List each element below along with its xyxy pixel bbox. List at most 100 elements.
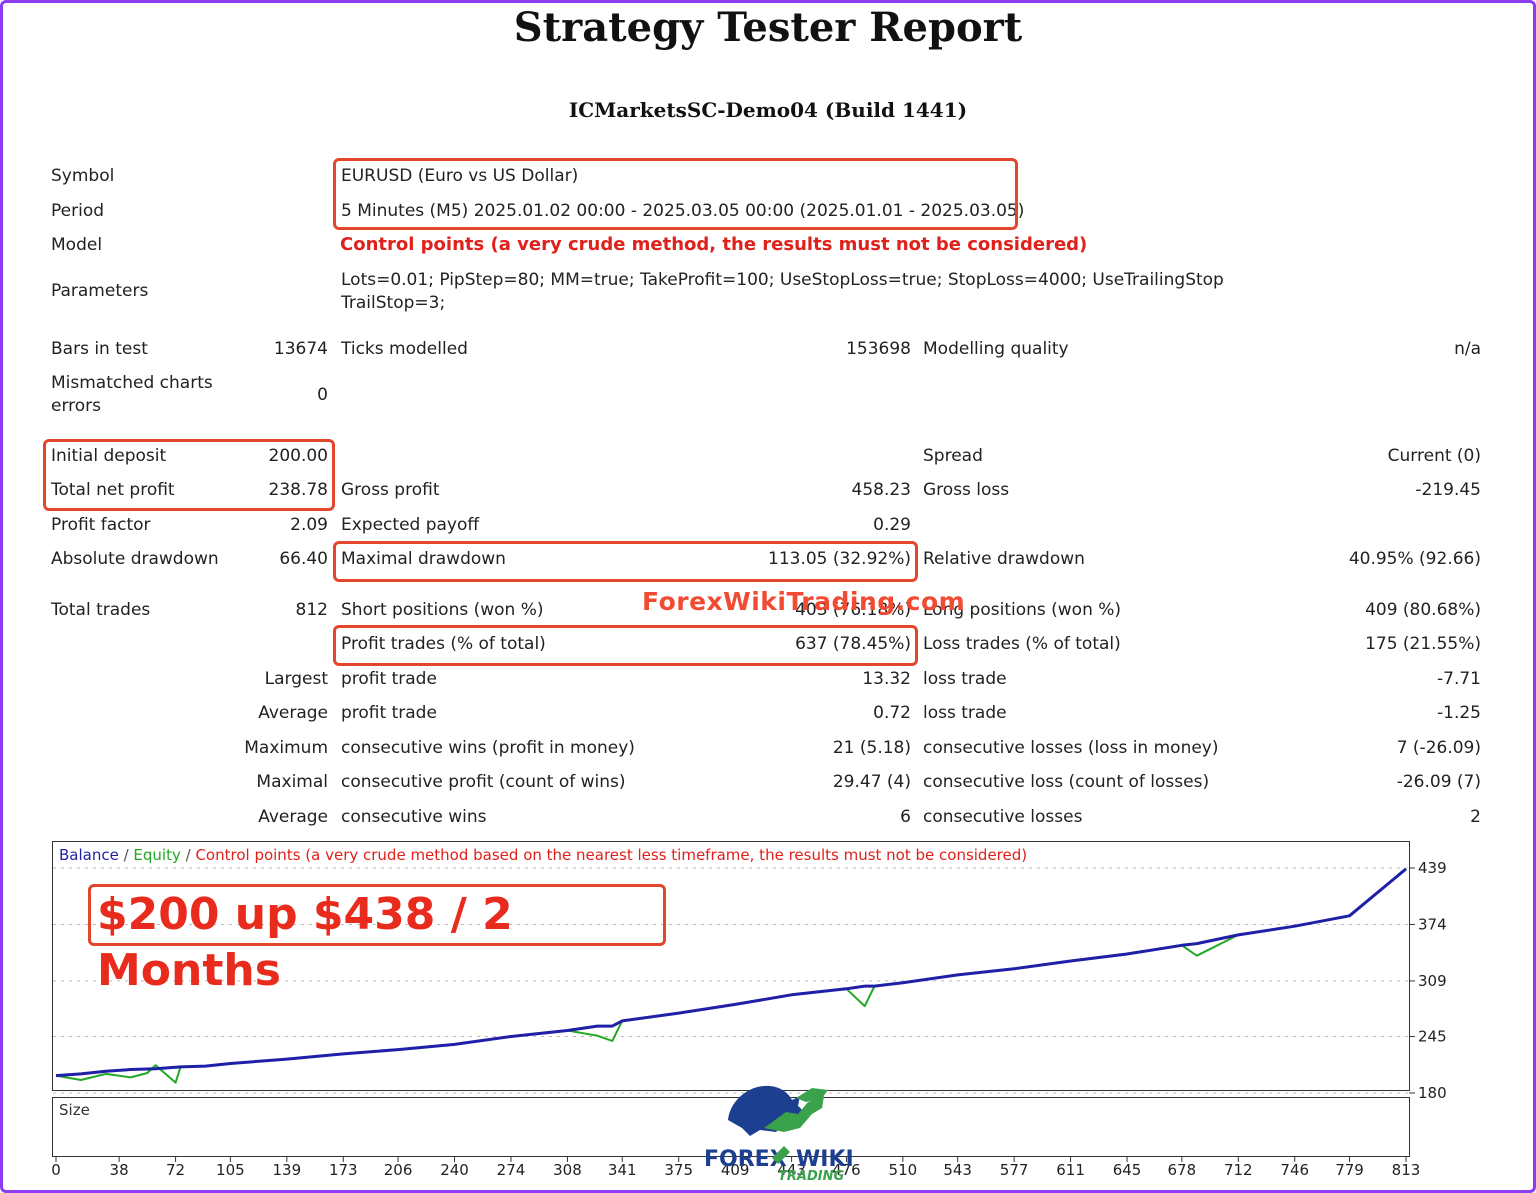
- avg-profit-value: 0.72: [873, 703, 911, 723]
- relative-drawdown-value: 40.95% (92.66): [1348, 549, 1481, 569]
- spread-label: Spread: [923, 446, 983, 466]
- bars-value: 13674: [273, 339, 328, 359]
- legend-note: Control points (a very crude method base…: [195, 846, 1028, 864]
- max-wins-value: 21 (5.18): [832, 738, 911, 758]
- model-value: Control points (a very crude method, the…: [340, 234, 1088, 255]
- logo-text-trading: TRADING: [778, 1169, 844, 1183]
- x-tick-label: 72: [166, 1161, 185, 1179]
- x-tick-label: 308: [553, 1161, 582, 1179]
- avg-wins-value: 6: [900, 807, 911, 827]
- size-label: Size: [59, 1101, 90, 1119]
- x-tick-label: 510: [889, 1161, 918, 1179]
- x-tick-label: 746: [1280, 1161, 1309, 1179]
- x-tick-label: 476: [832, 1161, 861, 1179]
- deposit-profit-highlight: [43, 439, 335, 511]
- y-tick-label: 309: [1418, 972, 1447, 990]
- profit-trades-label: Profit trades (% of total): [341, 634, 546, 654]
- balance-line: [55, 867, 1407, 1078]
- loss-trades-value: 175 (21.55%): [1365, 634, 1481, 654]
- long-positions-value: 409 (80.68%): [1365, 600, 1481, 620]
- largest-profit-label: profit trade: [341, 669, 437, 689]
- largest-profit-value: 13.32: [862, 669, 911, 689]
- max-losses-value: 7 (-26.09): [1396, 738, 1481, 758]
- model-label: Model: [51, 235, 103, 255]
- total-trades-value: 812: [295, 600, 328, 620]
- profit-trades-value: 637 (78.45%): [795, 634, 911, 654]
- x-tick-label: 712: [1224, 1161, 1253, 1179]
- maximum-label: Maximum: [244, 738, 328, 758]
- x-tick-label: 375: [664, 1161, 693, 1179]
- largest-loss-label: loss trade: [923, 669, 1007, 689]
- logo-text-forex: FOREX: [704, 1147, 787, 1172]
- largest-label: Largest: [264, 669, 328, 689]
- max-losses-label: consecutive losses (loss in money): [923, 738, 1219, 758]
- x-tick-label: 611: [1056, 1161, 1085, 1179]
- x-tick-label: 577: [1000, 1161, 1029, 1179]
- expected-payoff-value: 0.29: [873, 515, 911, 535]
- deposit-value: 200.00: [268, 446, 328, 466]
- symbol-value: EURUSD (Euro vs US Dollar): [341, 166, 579, 186]
- loss-trades-label: Loss trades (% of total): [923, 634, 1121, 654]
- ticks-label: Ticks modelled: [341, 339, 468, 359]
- period-label: Period: [51, 201, 105, 221]
- x-tick-label: 779: [1335, 1161, 1364, 1179]
- x-tick-label: 543: [943, 1161, 972, 1179]
- maximal-profit-value: 29.47 (4): [832, 772, 911, 792]
- net-profit-label: Total net profit: [51, 480, 175, 500]
- y-tick-label: 439: [1418, 859, 1447, 877]
- x-tick-label: 409: [721, 1161, 750, 1179]
- x-tick-label: 813: [1392, 1161, 1421, 1179]
- quality-value: n/a: [1454, 339, 1481, 359]
- mismatch-label-1: Mismatched charts: [51, 373, 213, 393]
- gross-profit-value: 458.23: [851, 480, 911, 500]
- gross-profit-label: Gross profit: [341, 480, 440, 500]
- mismatch-value: 0: [317, 385, 328, 405]
- gross-loss-value: -219.45: [1415, 480, 1481, 500]
- spread-value: Current (0): [1387, 446, 1481, 466]
- expected-payoff-label: Expected payoff: [341, 515, 480, 535]
- avg-losses-label: consecutive losses: [923, 807, 1083, 827]
- x-tick-label: 274: [497, 1161, 526, 1179]
- promo-banner: $200 up $438 / 2 Months: [88, 884, 666, 996]
- x-tick-label: 0: [51, 1161, 61, 1179]
- x-tick-label: 678: [1168, 1161, 1197, 1179]
- watermark-text: ForexWikiTrading.com: [642, 587, 966, 616]
- maximal-drawdown-label: Maximal drawdown: [341, 549, 506, 569]
- legend-separator: /: [118, 846, 134, 864]
- page-title: Strategy Tester Report: [513, 4, 1023, 51]
- profit-factor-label: Profit factor: [51, 515, 151, 535]
- maximal-loss-value: -26.09 (7): [1396, 772, 1481, 792]
- x-tick-label: 139: [272, 1161, 301, 1179]
- x-tick-label: 105: [216, 1161, 245, 1179]
- profit-trades-highlight: [333, 625, 918, 666]
- absolute-drawdown-value: 66.40: [279, 549, 328, 569]
- legend-separator-2: /: [180, 846, 196, 864]
- avg-profit-label: profit trade: [341, 703, 437, 723]
- symbol-label: Symbol: [51, 166, 115, 186]
- x-tick-label: 443: [777, 1161, 806, 1179]
- gross-loss-label: Gross loss: [923, 480, 1010, 500]
- y-tick-label: 245: [1418, 1028, 1447, 1046]
- avg-losses-value: 2: [1470, 807, 1481, 827]
- absolute-drawdown-label: Absolute drawdown: [51, 549, 219, 569]
- avg-wins-label: consecutive wins: [341, 807, 487, 827]
- x-tick-label: 645: [1113, 1161, 1142, 1179]
- x-tick-label: 341: [608, 1161, 637, 1179]
- legend-equity: Equity: [133, 846, 181, 864]
- deposit-label: Initial deposit: [51, 446, 167, 466]
- server-subtitle: ICMarketsSC-Demo04 (Build 1441): [568, 98, 968, 122]
- mismatch-label-2: errors: [51, 396, 102, 416]
- x-tick-label: 173: [329, 1161, 358, 1179]
- logo-text-wiki: WIKI: [796, 1147, 854, 1172]
- bars-label: Bars in test: [51, 339, 148, 359]
- size-chart-panel: [52, 1097, 1410, 1157]
- short-positions-value: 403 (76.18%): [795, 600, 911, 620]
- average-consecutive-label: Average: [258, 807, 328, 827]
- profit-factor-value: 2.09: [290, 515, 328, 535]
- x-tick-label: 38: [110, 1161, 129, 1179]
- maximal-label: Maximal: [256, 772, 328, 792]
- max-wins-label: consecutive wins (profit in money): [341, 738, 635, 758]
- legend-balance: Balance: [59, 846, 119, 864]
- maximal-profit-label: consecutive profit (count of wins): [341, 772, 626, 792]
